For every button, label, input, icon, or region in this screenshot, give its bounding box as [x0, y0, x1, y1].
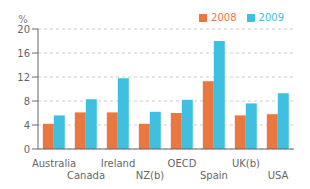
- svg-text:12: 12: [17, 72, 30, 83]
- svg-text:16: 16: [17, 48, 30, 59]
- html-text:2008: 2008: [211, 12, 237, 23]
- svg-text:UK(b): UK(b): [232, 158, 260, 169]
- svg-text:Australia: Australia: [32, 158, 76, 169]
- svg-text:USA: USA: [268, 170, 289, 181]
- svg-text:8: 8: [24, 96, 30, 107]
- svg-text:4: 4: [24, 120, 30, 131]
- svg-text:%: %: [18, 14, 28, 25]
- svg-text:Spain: Spain: [200, 170, 228, 181]
- svg-text:OECD: OECD: [168, 158, 197, 169]
- svg-text:Ireland: Ireland: [101, 158, 136, 169]
- html-text:2009: 2009: [258, 12, 284, 23]
- svg-text:20: 20: [17, 24, 30, 35]
- svg-text:0: 0: [24, 144, 30, 155]
- svg-text:Canada: Canada: [67, 170, 105, 181]
- svg-text:NZ(b): NZ(b): [136, 170, 165, 181]
